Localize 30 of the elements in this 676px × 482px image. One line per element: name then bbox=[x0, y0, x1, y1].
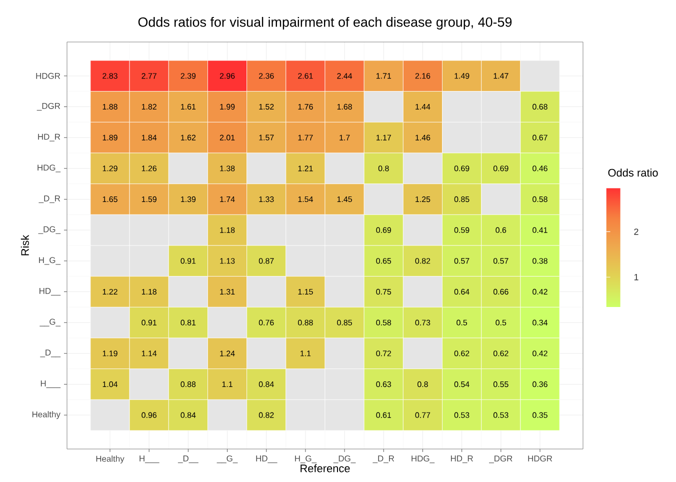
x-tick-label: H_G_ bbox=[295, 456, 317, 464]
y-tick-label: Healthy bbox=[32, 411, 60, 420]
y-tick-label: __G_ bbox=[40, 318, 61, 326]
color-bar-label: 2 bbox=[634, 228, 638, 235]
color-bar-label: 1 bbox=[634, 274, 638, 280]
color-bar-title: Odds ratio bbox=[608, 168, 658, 177]
y-tick-label: H___ bbox=[40, 380, 61, 388]
y-tick-label: HD__ bbox=[40, 288, 61, 296]
y-tick-label: _DG_ bbox=[38, 226, 61, 234]
y-tick-label: HD_R bbox=[38, 134, 60, 142]
x-tick-label: _D__ bbox=[178, 456, 198, 464]
x-tick-label: _DGR bbox=[489, 456, 512, 464]
y-tick-label: HDG_ bbox=[38, 164, 61, 172]
x-tick-label: Healthy bbox=[96, 456, 124, 464]
x-tick-label: __G_ bbox=[216, 456, 238, 464]
y-tick-label: _DGR bbox=[36, 102, 60, 111]
y-axis-title: Risk bbox=[20, 234, 29, 256]
y-tick-label: _D__ bbox=[40, 350, 61, 358]
y-tick-label: H_G_ bbox=[39, 257, 61, 265]
y-tick-label: _D_R bbox=[38, 195, 60, 204]
y-tick-label: HDGR bbox=[36, 72, 60, 79]
x-tick-label: HDG_ bbox=[412, 456, 435, 464]
x-tick-label: HD__ bbox=[256, 456, 278, 464]
x-tick-label: _D_R bbox=[372, 456, 394, 464]
x-tick-label: HD_R bbox=[450, 456, 473, 464]
x-tick-label: _DG_ bbox=[333, 456, 356, 464]
chart-title: Odds ratios for visual impairment of each disease group, 40-59 bbox=[138, 16, 512, 30]
x-tick-label: HDGR bbox=[528, 456, 552, 462]
x-axis-title: Reference bbox=[300, 464, 350, 472]
x-tick-label: H___ bbox=[140, 456, 160, 464]
